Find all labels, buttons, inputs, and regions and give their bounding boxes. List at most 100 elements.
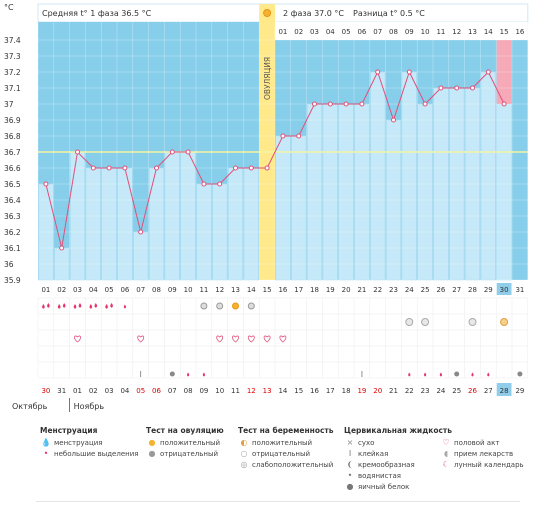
ovulation-sun-icon [263,9,272,17]
ovulation-column [259,4,275,280]
y-tick-label: 36.9 [4,116,21,125]
calendar-date: 20 [373,387,382,395]
y-tick-label: 37.3 [4,52,21,61]
phase2-day-label: 08 [389,28,398,36]
cycle-day-label: 29 [484,286,493,294]
phase2-day-label: 14 [484,28,493,36]
cycle-day-label: 17 [294,286,303,294]
creamy-mucus-icon [169,371,175,377]
temperature-point [90,165,96,171]
temperature-point [122,165,128,171]
intercourse-heart-icon [232,335,239,343]
y-tick-label: 37.4 [4,36,21,45]
menstruation-drops-icon [94,303,98,308]
watery-mucus-icon [202,372,206,377]
legend-item: × сухо [344,438,375,447]
calendar-date: 17 [326,387,335,395]
calendar-date: 06 [152,387,161,395]
watery-mucus-icon [408,372,411,377]
cycle-day-label: 10 [184,286,193,294]
calendar-date: 25 [452,387,461,395]
calendar-date: 15 [294,387,303,395]
legend-item-label: половой акт [454,439,500,447]
calendar-date: 29 [515,387,524,395]
legend-item-label: положительный [252,439,313,447]
y-tick-label: 36.8 [4,132,21,141]
temperature-point [75,149,80,155]
temperature-point [106,165,112,171]
highlight-bar-lower [496,104,512,280]
phase1-average: Средняя t° 1 фаза 36.5 °C [42,9,152,18]
calendar-date: 31 [57,387,66,395]
neg-sun-icon: ● [148,449,156,458]
temperature-point [327,101,333,107]
cycle-day-label: 09 [168,286,177,294]
calendar-date: 09 [199,387,208,395]
y-tick-label: 36.5 [4,180,21,189]
legend-item-label: положительный [160,439,221,447]
temperature-point [280,133,286,139]
menstruation-drops-icon [105,304,108,309]
calendar-date: 21 [389,387,398,395]
temperature-point [233,165,238,171]
temperature-point [391,117,396,123]
cycle-day-label: 25 [421,286,430,294]
calendar-date: 04 [120,387,129,395]
cycle-day-label: 20 [342,286,351,294]
legend-item: 💧 менструация [40,438,103,447]
menstruation-drops-icon [78,303,82,308]
cycle-day-label: 21 [357,286,366,294]
intercourse-heart-icon [216,335,224,343]
creamy-mucus-icon [517,371,523,377]
phase2-day-label: 01 [278,28,287,36]
highlight-bar-upper [496,40,512,104]
cycle-day-label: 06 [120,286,129,294]
ovulation-test-negative-icon [247,302,255,310]
cycle-day-label: 28 [468,286,477,294]
legend-item: • водянистая [344,471,401,480]
pregnancy-test-positive-icon [500,318,509,326]
eggwhite-icon: ● [346,482,354,491]
menstruation-drops-icon [62,303,66,308]
legend-item-label: клейкая [358,450,389,458]
calendar-date: 28 [500,387,509,395]
temperature-point [59,245,65,251]
cycle-day-label: 30 [500,286,509,294]
menstruation-drops-icon [57,304,61,309]
light-spotting-icon [123,304,127,309]
watery-mucus-icon [423,372,427,377]
creamy-icon: ❨ [346,460,354,469]
preg-weak-icon: ◎ [240,460,248,469]
phase2-average: 2 фаза 37.0 °C [283,9,344,18]
legend-item-label: менструация [54,439,103,447]
menstruation-drops-icon [42,304,45,309]
legend-section-title: Цервикальная жидкость [344,426,453,435]
drop-icon: • [43,449,49,458]
phase2-day-label: 11 [436,28,445,36]
intercourse-heart-icon [263,335,271,343]
temperature-point [406,69,412,75]
calendar-date: 10 [215,387,224,395]
temperature-point [248,165,254,171]
y-tick-label: 36.6 [4,164,21,173]
temperature-point [438,85,444,91]
temperature-difference: Разница t° 0.5 °C [353,9,425,18]
cycle-day-label: 22 [373,286,382,294]
y-tick-label: 35.9 [4,276,21,285]
dry-icon: × [346,438,354,447]
intercourse-heart-icon [74,335,81,343]
legend-item-label: отрицательный [160,450,219,458]
legend-item: ◐ положительный [238,438,313,447]
calendar-date: 16 [310,387,319,395]
watery-icon: • [347,471,353,480]
legend-item: ○ отрицательный [238,449,311,458]
preg-pos-icon: ◐ [240,438,248,447]
heart-icon: ♡ [442,438,450,447]
ovulation-test-negative-icon [216,302,224,310]
temperature-line [45,70,505,249]
menstruation-drops-icon [110,303,113,308]
legend-item: ❨ кремообразная [344,460,415,469]
y-tick-label: 36 [4,260,14,269]
